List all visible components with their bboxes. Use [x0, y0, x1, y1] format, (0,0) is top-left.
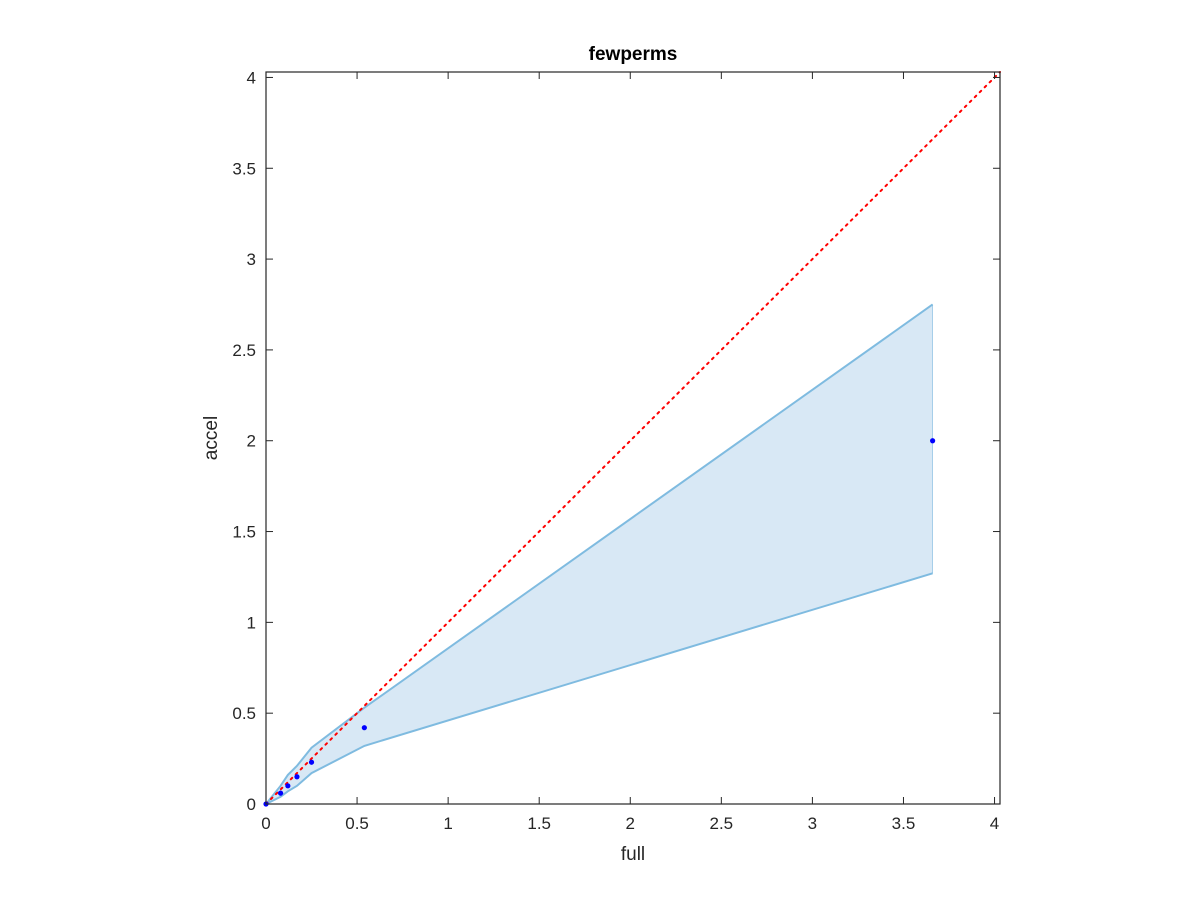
x-tick-label: 0.5 — [345, 814, 369, 833]
axes-box — [265, 71, 1001, 805]
data-point — [361, 725, 367, 731]
data-point — [308, 759, 315, 765]
y-tick-label: 2 — [247, 432, 256, 451]
x-axis-label: full — [621, 844, 645, 865]
plot-area — [263, 71, 1001, 807]
y-tick-label: 2.5 — [232, 341, 256, 360]
chart-title: fewperms — [589, 44, 678, 65]
y-tick-label: 3.5 — [232, 159, 256, 178]
x-tick-label: 1 — [443, 814, 452, 833]
y-tick-label: 1 — [247, 613, 256, 632]
y-tick-label: 3 — [247, 250, 256, 269]
y-axis-label: accel — [201, 416, 222, 460]
data-point — [277, 790, 284, 796]
y-tick-label: 4 — [247, 68, 256, 87]
band-fill — [266, 304, 933, 804]
data-point — [930, 438, 936, 444]
y-tick-label: 1.5 — [232, 523, 256, 542]
data-point — [294, 774, 300, 780]
x-tick-label: 1.5 — [527, 814, 551, 833]
x-tick-label: 4 — [990, 814, 999, 833]
data-point — [285, 783, 291, 789]
x-tick-label: 0 — [261, 814, 270, 833]
band-lower-line — [265, 572, 933, 805]
reference-line — [265, 71, 1001, 805]
x-tick-label: 2 — [626, 814, 635, 833]
x-tick-label: 3 — [808, 814, 817, 833]
x-tick-label: 2.5 — [710, 814, 734, 833]
x-tick-label: 3.5 — [892, 814, 916, 833]
y-tick-label: 0 — [247, 795, 256, 814]
y-tick-label: 0.5 — [232, 704, 256, 723]
axis-ticks: 0 0.5 1 1.5 2 2.5 3 3.5 4 0 0.5 1 1.5 2 2.5 3 3.5 4 — [232, 68, 1000, 833]
band-upper-line — [265, 303, 934, 805]
